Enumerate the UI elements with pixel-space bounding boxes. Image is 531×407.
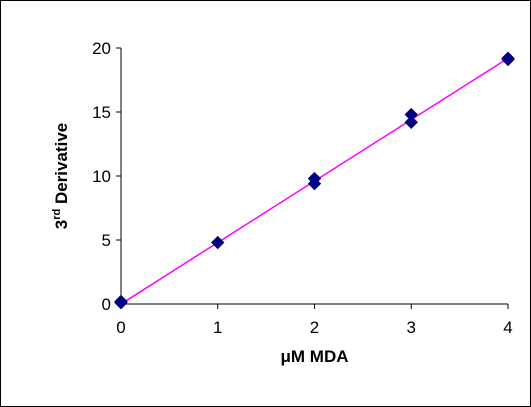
x-tick-label: 4 [503, 318, 512, 337]
x-tick-label: 2 [310, 318, 319, 337]
y-axis-title-rest: Derivative [52, 123, 71, 209]
data-point [404, 115, 418, 129]
y-tick-label: 20 [92, 39, 111, 58]
y-tick-label: 0 [102, 295, 111, 314]
data-point [114, 296, 128, 310]
axes [116, 47, 509, 309]
x-tick-label: 3 [407, 318, 416, 337]
y-axis-title: 3rd Derivative [51, 123, 71, 229]
x-axis-title: μM MDA [281, 347, 349, 366]
y-axis-title-main: 3 [52, 220, 71, 229]
data-point [211, 235, 225, 250]
y-tick-label: 10 [92, 167, 111, 186]
x-tick-label: 1 [213, 318, 222, 337]
x-tick-label: 0 [116, 318, 125, 337]
y-tick-label: 5 [102, 231, 111, 250]
data-point [501, 52, 515, 67]
y-axis-title-sup: rd [51, 209, 63, 220]
tick-labels: 0 5 10 15 20 0 1 2 3 4 [92, 39, 513, 337]
y-tick-label: 15 [92, 103, 111, 122]
data-point [307, 176, 322, 191]
data-points [114, 51, 515, 310]
